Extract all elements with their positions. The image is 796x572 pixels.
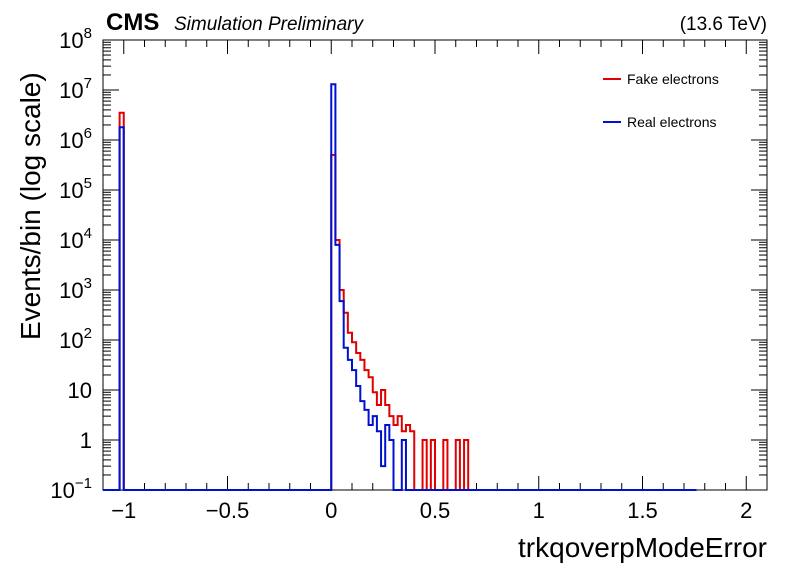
x-tick-label: −0.5 bbox=[206, 498, 249, 523]
x-tick-label: −1 bbox=[111, 498, 136, 523]
y-tick-labels: 10−1 1 10 102 103 104 105 106 107 108 bbox=[50, 25, 92, 503]
y-tick-label: 107 bbox=[59, 75, 92, 103]
y-axis-title: Events/bin (log scale) bbox=[15, 72, 46, 340]
axis-ticks bbox=[102, 39, 768, 491]
x-tick-label: 2 bbox=[740, 498, 752, 523]
cms-label: CMS bbox=[106, 9, 159, 36]
x-tick-label: 0 bbox=[325, 498, 337, 523]
legend: Fake electrons Real electrons bbox=[603, 71, 719, 130]
legend-label-fake-electrons: Fake electrons bbox=[627, 71, 719, 87]
x-axis-title: trkqoverpModeError bbox=[518, 532, 767, 563]
histogram-real-electrons bbox=[103, 83, 697, 491]
x-tick-label: 1.5 bbox=[627, 498, 658, 523]
y-tick-label: 1 bbox=[80, 428, 92, 453]
y-tick-label: 103 bbox=[59, 275, 92, 303]
plot-frame bbox=[102, 39, 768, 491]
y-tick-label: 106 bbox=[59, 125, 92, 153]
x-tick-label: 0.5 bbox=[420, 498, 451, 523]
energy-label: (13.6 TeV) bbox=[680, 14, 767, 35]
histogram-fake-electrons bbox=[103, 111, 697, 491]
data-series bbox=[103, 83, 697, 491]
y-tick-label: 102 bbox=[59, 325, 92, 353]
y-tick-label: 105 bbox=[59, 175, 92, 203]
x-tick-label: 1 bbox=[533, 498, 545, 523]
y-tick-label: 10 bbox=[68, 378, 92, 403]
legend-label-real-electrons: Real electrons bbox=[627, 114, 717, 130]
simulation-preliminary-label: Simulation Preliminary bbox=[174, 14, 365, 35]
y-tick-label: 10−1 bbox=[50, 475, 92, 503]
y-tick-label: 108 bbox=[59, 25, 92, 53]
y-tick-label: 104 bbox=[59, 225, 92, 253]
x-tick-labels: −1 −0.5 0 0.5 1 1.5 2 bbox=[111, 498, 752, 523]
